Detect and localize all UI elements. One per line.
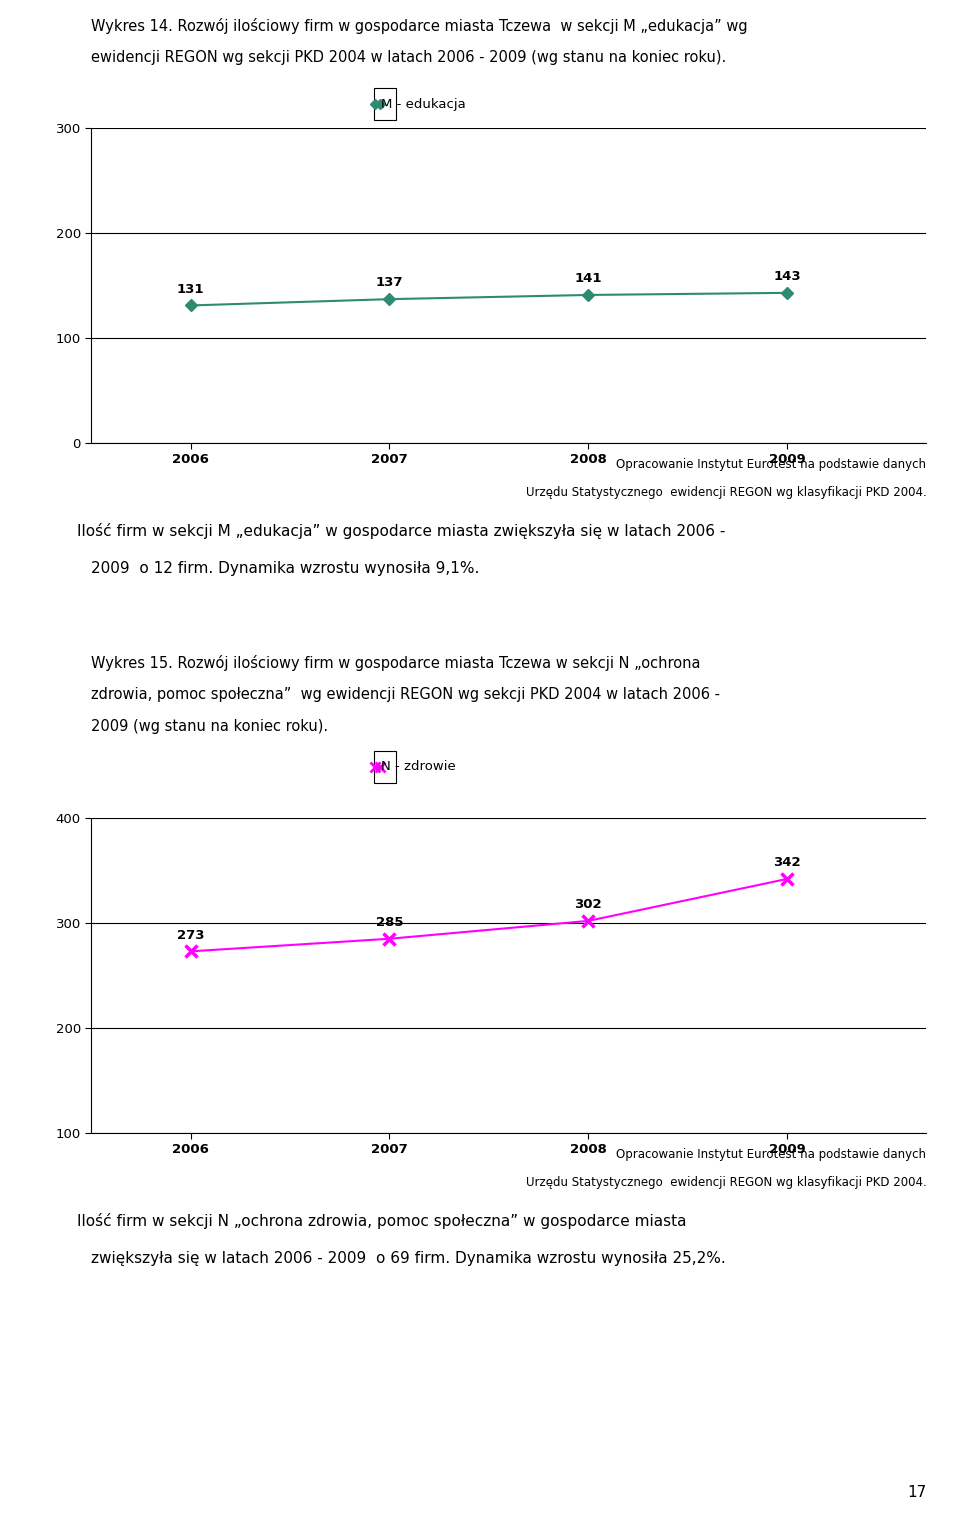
Text: M - edukacja: M - edukacja <box>381 97 466 111</box>
Text: Opracowanie Instytut Eurotest na podstawie danych: Opracowanie Instytut Eurotest na podstaw… <box>616 1148 926 1161</box>
Text: Wykres 14. Rozwój ilościowy firm w gospodarce miasta Tczewa  w sekcji M „edukacj: Wykres 14. Rozwój ilościowy firm w gospo… <box>91 18 748 33</box>
Text: zwiększyła się w latach 2006 - 2009  o 69 firm. Dynamika wzrostu wynosiła 25,2%.: zwiększyła się w latach 2006 - 2009 o 69… <box>91 1251 726 1266</box>
Text: Urzędu Statystycznego  ewidencji REGON wg klasyfikacji PKD 2004.: Urzędu Statystycznego ewidencji REGON wg… <box>526 486 926 499</box>
Text: 17: 17 <box>907 1485 926 1500</box>
Text: 302: 302 <box>574 899 602 911</box>
Text: 137: 137 <box>375 276 403 290</box>
Text: ewidencji REGON wg sekcji PKD 2004 w latach 2006 - 2009 (wg stanu na koniec roku: ewidencji REGON wg sekcji PKD 2004 w lat… <box>91 50 727 65</box>
Text: 342: 342 <box>774 856 801 870</box>
Text: 273: 273 <box>177 929 204 941</box>
Text: Opracowanie Instytut Eurotest na podstawie danych: Opracowanie Instytut Eurotest na podstaw… <box>616 458 926 471</box>
Text: Wykres 15. Rozwój ilościowy firm w gospodarce miasta Tczewa w sekcji N „ochrona: Wykres 15. Rozwój ilościowy firm w gospo… <box>91 654 701 671</box>
Text: Urzędu Statystycznego  ewidencji REGON wg klasyfikacji PKD 2004.: Urzędu Statystycznego ewidencji REGON wg… <box>526 1176 926 1189</box>
Text: Ilość firm w sekcji N „ochrona zdrowia, pomoc społeczna” w gospodarce miasta: Ilość firm w sekcji N „ochrona zdrowia, … <box>77 1213 686 1230</box>
Text: 2009 (wg stanu na koniec roku).: 2009 (wg stanu na koniec roku). <box>91 720 328 735</box>
Text: 143: 143 <box>774 270 801 284</box>
Text: 141: 141 <box>575 272 602 285</box>
Text: 2009  o 12 firm. Dynamika wzrostu wynosiła 9,1%.: 2009 o 12 firm. Dynamika wzrostu wynosił… <box>91 562 480 575</box>
Text: 285: 285 <box>375 915 403 929</box>
Text: N - zdrowie: N - zdrowie <box>381 761 456 774</box>
Text: Ilość firm w sekcji M „edukacja” w gospodarce miasta zwiększyła się w latach 200: Ilość firm w sekcji M „edukacja” w gospo… <box>77 524 725 539</box>
Text: 131: 131 <box>177 282 204 296</box>
Text: zdrowia, pomoc społeczna”  wg ewidencji REGON wg sekcji PKD 2004 w latach 2006 -: zdrowia, pomoc społeczna” wg ewidencji R… <box>91 688 720 701</box>
